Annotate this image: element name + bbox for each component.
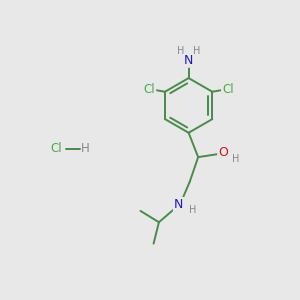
Text: H: H xyxy=(81,142,90,155)
Text: N: N xyxy=(184,54,193,67)
Text: Cl: Cl xyxy=(51,142,62,155)
Text: N: N xyxy=(174,198,183,211)
Text: Cl: Cl xyxy=(144,83,155,97)
Text: H: H xyxy=(177,46,184,56)
Text: O: O xyxy=(218,146,228,160)
Text: H: H xyxy=(232,154,239,164)
Text: Cl: Cl xyxy=(222,83,234,97)
Text: H: H xyxy=(189,205,196,215)
Text: H: H xyxy=(193,46,201,56)
